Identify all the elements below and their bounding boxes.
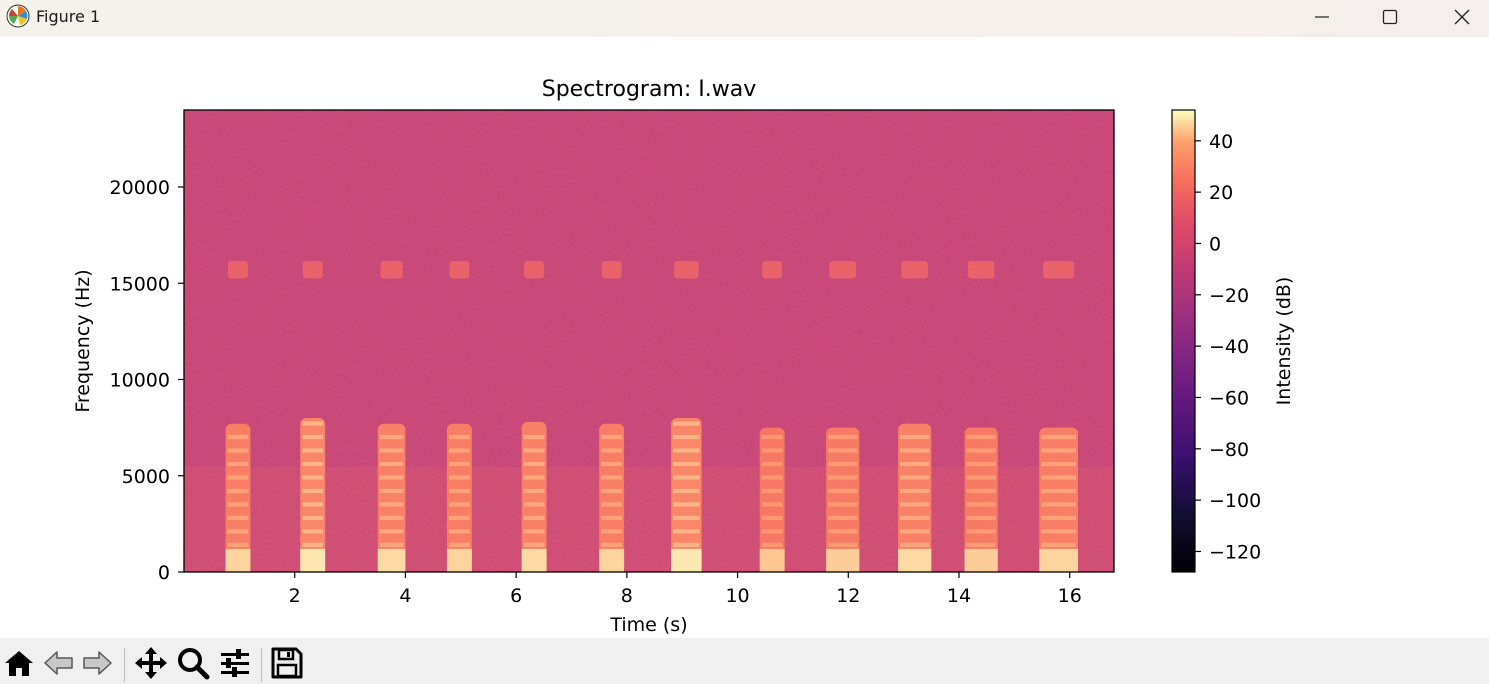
colorbar-tick-label: 20 bbox=[1209, 182, 1233, 204]
back-button[interactable] bbox=[42, 646, 78, 682]
x-tick-label: 2 bbox=[289, 585, 301, 607]
window-title: Figure 1 bbox=[36, 7, 101, 26]
toolbar-separator bbox=[261, 648, 262, 682]
spectrogram-image bbox=[184, 110, 1114, 572]
x-tick-label: 12 bbox=[836, 585, 860, 607]
colorbar-ticks: 40 20 0 −20 −40 −60 −80 −100 −120 bbox=[1195, 131, 1261, 563]
maximize-button[interactable] bbox=[1355, 0, 1425, 37]
window-titlebar: Figure 1 bbox=[0, 0, 1489, 37]
y-tick-label: 0 bbox=[158, 562, 170, 584]
zoom-button[interactable] bbox=[176, 646, 212, 682]
colorbar-tick-label: −80 bbox=[1209, 439, 1249, 461]
matplotlib-icon bbox=[6, 4, 30, 28]
colorbar-tick-label: 0 bbox=[1209, 233, 1221, 255]
configure-subplots-button[interactable] bbox=[218, 646, 254, 682]
y-tick-label: 15000 bbox=[110, 273, 170, 295]
x-axis-ticks: 2 4 6 8 10 12 14 16 bbox=[289, 572, 1082, 607]
colorbar-tick-label: −100 bbox=[1209, 490, 1261, 512]
close-icon bbox=[1454, 9, 1470, 25]
y-axis-ticks: 0 5000 10000 15000 20000 bbox=[110, 177, 184, 584]
maximize-icon bbox=[1382, 9, 1398, 25]
y-tick-label: 10000 bbox=[110, 370, 170, 392]
configure-sliders-icon bbox=[221, 649, 249, 677]
colorbar-tick-label: −120 bbox=[1209, 541, 1261, 563]
colorbar bbox=[1171, 109, 1196, 573]
colorbar-tick-label: −60 bbox=[1209, 387, 1249, 409]
back-arrow-icon bbox=[44, 651, 73, 675]
forward-arrow-icon bbox=[83, 651, 112, 675]
x-tick-label: 16 bbox=[1058, 585, 1082, 607]
noise-texture bbox=[184, 110, 1114, 572]
x-tick-label: 6 bbox=[510, 585, 522, 607]
colorbar-tick-label: −20 bbox=[1209, 285, 1249, 307]
pan-button[interactable] bbox=[134, 646, 170, 682]
home-button[interactable] bbox=[2, 646, 38, 682]
save-floppy-icon bbox=[271, 647, 303, 679]
x-tick-label: 10 bbox=[725, 585, 749, 607]
toolbar-separator bbox=[124, 648, 125, 682]
forward-button[interactable] bbox=[80, 646, 116, 682]
x-tick-label: 14 bbox=[947, 585, 971, 607]
save-button[interactable] bbox=[270, 646, 306, 682]
navigation-toolbar bbox=[0, 638, 1489, 684]
home-icon bbox=[5, 651, 33, 676]
plot-frame bbox=[183, 109, 1115, 573]
y-tick-label: 20000 bbox=[110, 177, 170, 199]
close-button[interactable] bbox=[1427, 0, 1489, 37]
pan-move-icon bbox=[135, 647, 167, 679]
colorbar-tick-label: −40 bbox=[1209, 336, 1249, 358]
colorbar-label: Intensity (dB) bbox=[1273, 277, 1295, 406]
zoom-magnifier-icon bbox=[178, 648, 210, 680]
minimize-icon bbox=[1315, 16, 1329, 18]
spectrogram-chart: Spectrogram: I.wav 2 4 6 8 10 12 14 16 0 5000 100… bbox=[72, 77, 1295, 636]
x-tick-label: 4 bbox=[399, 585, 411, 607]
y-axis-label: Frequency (Hz) bbox=[72, 269, 94, 412]
chart-title: Spectrogram: I.wav bbox=[542, 77, 757, 102]
colorbar-tick-label: 40 bbox=[1209, 131, 1233, 153]
x-axis-label: Time (s) bbox=[609, 614, 687, 636]
x-tick-label: 8 bbox=[621, 585, 633, 607]
minimize-button[interactable] bbox=[1287, 0, 1357, 37]
figure-canvas[interactable]: Spectrogram: I.wav 2 4 6 8 10 12 14 16 0 5000 100… bbox=[0, 37, 1489, 638]
y-tick-label: 5000 bbox=[122, 466, 170, 488]
